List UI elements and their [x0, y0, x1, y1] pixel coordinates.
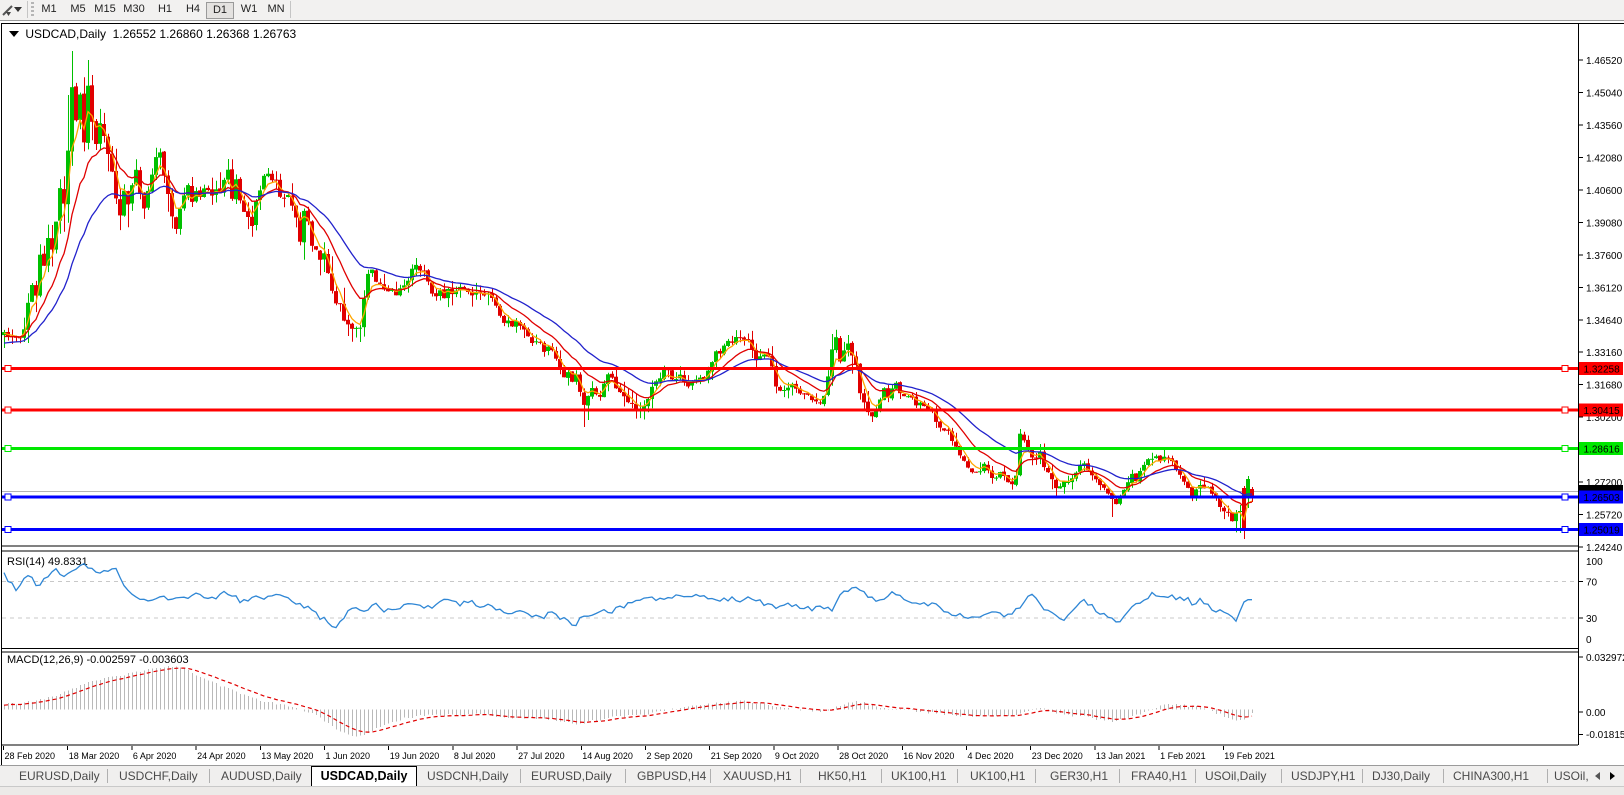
svg-text:2 Sep 2020: 2 Sep 2020	[647, 751, 693, 761]
svg-text:1.24240: 1.24240	[1586, 543, 1623, 554]
svg-text:70: 70	[1586, 578, 1598, 589]
svg-text:100: 100	[1586, 557, 1603, 568]
svg-text:1.30200: 1.30200	[1586, 413, 1623, 424]
svg-text:19 Feb 2021: 19 Feb 2021	[1224, 751, 1275, 761]
svg-text:0: 0	[1586, 635, 1592, 646]
svg-text:1.26503: 1.26503	[1584, 493, 1621, 504]
svg-text:1 Jun 2020: 1 Jun 2020	[326, 751, 371, 761]
svg-text:18 Mar 2020: 18 Mar 2020	[69, 751, 120, 761]
svg-text:13 Jan 2021: 13 Jan 2021	[1096, 751, 1146, 761]
svg-text:19 Jun 2020: 19 Jun 2020	[390, 751, 440, 761]
svg-text:1.46520: 1.46520	[1586, 56, 1623, 67]
svg-text:1.28616: 1.28616	[1584, 444, 1621, 455]
svg-text:21 Sep 2020: 21 Sep 2020	[711, 751, 762, 761]
svg-text:1.39080: 1.39080	[1586, 218, 1623, 229]
svg-text:28 Oct 2020: 28 Oct 2020	[839, 751, 888, 761]
svg-text:28 Feb 2020: 28 Feb 2020	[5, 751, 56, 761]
svg-text:0.00: 0.00	[1586, 708, 1606, 719]
svg-text:1.37600: 1.37600	[1586, 251, 1623, 262]
svg-text:24 Apr 2020: 24 Apr 2020	[197, 751, 246, 761]
svg-text:RSI(14) 49.8331: RSI(14) 49.8331	[7, 556, 88, 568]
svg-text:1.27200: 1.27200	[1586, 478, 1623, 489]
svg-text:9 Oct 2020: 9 Oct 2020	[775, 751, 819, 761]
svg-text:1.34640: 1.34640	[1586, 316, 1623, 327]
svg-text:1.45040: 1.45040	[1586, 89, 1623, 100]
svg-text:16 Nov 2020: 16 Nov 2020	[903, 751, 954, 761]
svg-text:1.32258: 1.32258	[1584, 364, 1621, 375]
svg-text:1.25019: 1.25019	[1584, 525, 1621, 536]
svg-text:30: 30	[1586, 614, 1598, 625]
svg-text:23 Dec 2020: 23 Dec 2020	[1032, 751, 1083, 761]
svg-text:8 Jul 2020: 8 Jul 2020	[454, 751, 496, 761]
svg-text:1.40600: 1.40600	[1586, 186, 1623, 197]
svg-text:1.25720: 1.25720	[1586, 511, 1623, 522]
svg-text:0.032972: 0.032972	[1586, 653, 1624, 664]
svg-text:1.42080: 1.42080	[1586, 153, 1623, 164]
svg-text:14 Aug 2020: 14 Aug 2020	[582, 751, 633, 761]
svg-text:6 Apr 2020: 6 Apr 2020	[133, 751, 177, 761]
svg-text:1.31680: 1.31680	[1586, 381, 1623, 392]
svg-text:13 May 2020: 13 May 2020	[261, 751, 313, 761]
svg-text:1.43560: 1.43560	[1586, 121, 1623, 132]
svg-text:1.33160: 1.33160	[1586, 348, 1623, 359]
svg-text:-0.018154: -0.018154	[1586, 730, 1624, 741]
svg-text:1.36120: 1.36120	[1586, 283, 1623, 294]
svg-text:1.30415: 1.30415	[1584, 406, 1621, 417]
svg-text:1 Feb 2021: 1 Feb 2021	[1160, 751, 1206, 761]
svg-text:MACD(12,26,9) -0.002597 -0.003: MACD(12,26,9) -0.002597 -0.003603	[7, 654, 189, 666]
svg-text:4 Dec 2020: 4 Dec 2020	[968, 751, 1014, 761]
svg-text:27 Jul 2020: 27 Jul 2020	[518, 751, 565, 761]
